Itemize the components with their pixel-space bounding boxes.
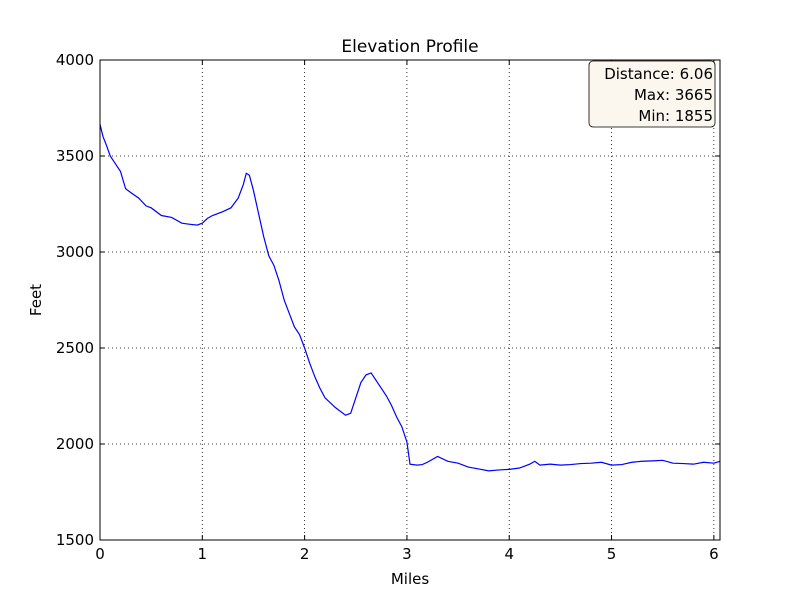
y-tick-label: 3000: [56, 243, 94, 261]
y-tick-label: 2500: [56, 339, 94, 357]
axis-ticks: 0 1 2 3 4 5 6 1500 2000 2500 3000 3500 4000: [56, 51, 720, 563]
info-box-background: [588, 60, 716, 128]
y-tick-label: 2000: [56, 435, 94, 453]
x-axis-label: Miles: [391, 570, 430, 588]
x-tick-label: 6: [709, 545, 719, 563]
y-tick-label: 1500: [56, 531, 94, 549]
info-max: Max: 3665: [634, 86, 713, 104]
info-min: Min: 1855: [638, 107, 713, 125]
grid-lines: [100, 60, 720, 540]
chart-title: Elevation Profile: [341, 37, 478, 57]
x-tick-label: 4: [504, 545, 514, 563]
y-tick-label: 4000: [56, 51, 94, 69]
plot-frame: [99, 59, 721, 541]
x-tick-label: 0: [95, 545, 105, 563]
info-distance: Distance: 6.06: [604, 65, 713, 83]
x-tick-label: 5: [607, 545, 617, 563]
x-tick-label: 2: [300, 545, 310, 563]
elevation-line: [99, 124, 721, 472]
x-tick-label: 3: [402, 545, 412, 563]
info-box: Distance: 6.06 Max: 3665 Min: 1855: [588, 60, 716, 128]
y-axis-label: Feet: [27, 284, 45, 316]
x-tick-label: 1: [198, 545, 208, 563]
y-tick-label: 3500: [56, 147, 94, 165]
